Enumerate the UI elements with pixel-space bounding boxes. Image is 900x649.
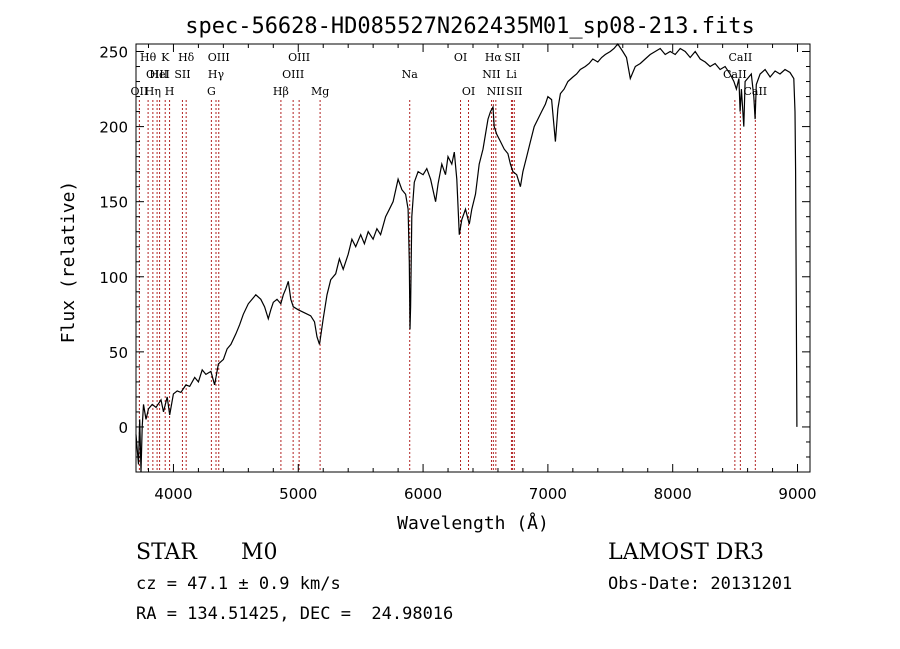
spectral-line-label: OIII <box>288 51 310 64</box>
x-tick-label: 4000 <box>154 485 192 503</box>
y-tick-label: 0 <box>118 419 128 437</box>
y-tick-label: 50 <box>109 344 128 362</box>
spectral-line-label: OI <box>462 85 475 98</box>
flux-series-line <box>135 43 798 473</box>
spectral-line-label: CaII <box>723 68 747 81</box>
spectral-line-label: OI <box>454 51 467 64</box>
spectral-line-label: Mg <box>311 85 329 98</box>
spectral-line-labels: OIIHθHηOIIIHeIKHSIIHδGHγOIIIHβOIIIOIIIMg… <box>131 51 768 98</box>
spectral-line-label: SII <box>174 68 190 81</box>
axis-ticks: 4000 5000 6000 7000 8000 9000 0 50 100 150 200 250 <box>99 44 816 503</box>
spectral-line-label: NII <box>482 68 500 81</box>
spectral-line-label: HeI <box>149 68 169 81</box>
object-class: STAR <box>136 540 197 565</box>
y-tick-label: 100 <box>99 269 128 287</box>
y-axis-label: Flux (relative) <box>58 181 79 344</box>
spectral-line-label: Hη <box>145 85 161 98</box>
spectral-line-label: NII <box>487 85 505 98</box>
y-tick-label: 150 <box>99 194 128 212</box>
spectral-line-label: Hβ <box>273 85 289 98</box>
redshift-readout: cz = 47.1 ± 0.9 km/s <box>136 574 341 594</box>
plot-frame <box>135 43 811 473</box>
spectral-line-label: CaII <box>743 85 767 98</box>
x-tick-label: 9000 <box>778 485 816 503</box>
spectral-line-label: H <box>165 85 175 98</box>
spectral-line-label: SII <box>506 85 522 98</box>
spectral-line-label: SII <box>504 51 520 64</box>
spectral-line-label: Li <box>506 68 517 81</box>
x-tick-label: 6000 <box>404 485 442 503</box>
spectral-line-label: OII <box>131 85 149 98</box>
spectral-line-label: OIII <box>282 68 304 81</box>
spectral-line-label: G <box>207 85 216 98</box>
x-axis-label: Wavelength (Å) <box>397 512 549 534</box>
spectral-line-label: Hθ <box>140 51 157 64</box>
spectral-line-label: Hα <box>485 51 503 64</box>
spectral-line-label: Na <box>402 68 419 81</box>
spectral-line-label: Hδ <box>178 51 195 64</box>
survey-name: LAMOST DR3 <box>608 540 764 565</box>
spectral-line-markers <box>138 100 756 472</box>
observation-date: Obs-Date: 20131201 <box>608 574 793 594</box>
spectral-line-label: OIII <box>146 68 168 81</box>
sky-coordinates: RA = 134.51425, DEC = 24.98016 <box>136 604 454 624</box>
x-tick-label: 7000 <box>529 485 567 503</box>
y-tick-label: 250 <box>99 44 128 62</box>
spectral-line-label: K <box>161 51 170 64</box>
y-tick-label: 200 <box>99 119 128 137</box>
spectral-line-label: OIII <box>208 51 230 64</box>
spectral-line-label: CaII <box>729 51 753 64</box>
subclass: M0 <box>241 540 278 565</box>
x-tick-label: 5000 <box>279 485 317 503</box>
x-tick-label: 8000 <box>654 485 692 503</box>
chart-title: spec-56628-HD085527N262435M01_sp08-213.f… <box>185 14 755 39</box>
spectral-line-label: Hγ <box>208 68 225 81</box>
